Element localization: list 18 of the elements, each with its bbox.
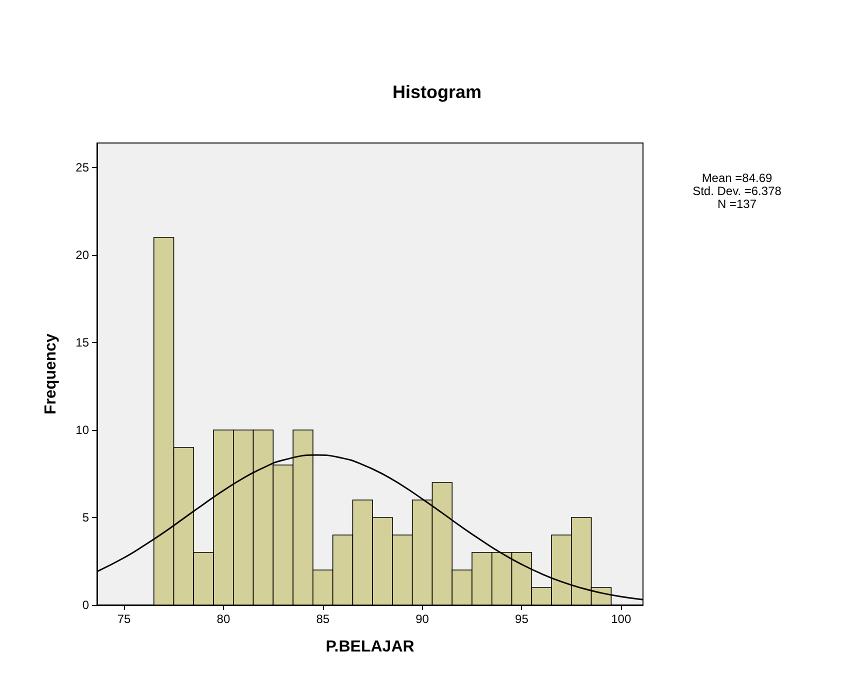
x-tick-label: 80 <box>216 612 230 626</box>
x-tick-label: 100 <box>611 612 632 626</box>
y-tick-label: 5 <box>82 510 90 524</box>
x-tick-label: 95 <box>515 612 529 626</box>
y-tick-label: 20 <box>76 248 90 262</box>
y-tick-label: 25 <box>76 160 90 174</box>
x-axis-title: P.BELAJAR <box>326 638 415 656</box>
x-tick-label: 75 <box>117 612 132 626</box>
y-tick-label: 10 <box>76 423 90 437</box>
text: Std. Dev. =6.378 <box>692 184 782 198</box>
chart-title: Histogram <box>392 82 482 102</box>
text: Mean =84.69 <box>702 171 773 185</box>
text: N =137 <box>717 197 757 211</box>
x-tick-label: 85 <box>316 612 330 626</box>
y-tick-label: 0 <box>82 598 90 612</box>
x-tick-label: 90 <box>416 612 430 626</box>
y-tick-label: 15 <box>76 336 90 350</box>
y-axis-title: Frequency <box>42 333 60 414</box>
